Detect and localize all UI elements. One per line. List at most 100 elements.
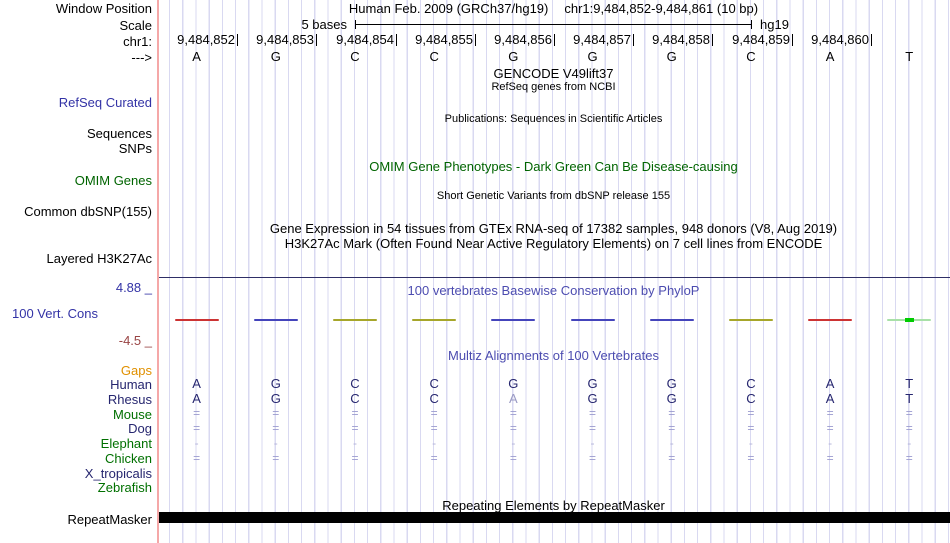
alignment-symbol: - [590,436,595,450]
alignment-symbol: - [511,436,516,450]
track-subtitle-refseq[interactable]: RefSeq genes from NCBI [491,81,616,93]
alignment-row-rhesus[interactable]: A G C C A G G C A T [157,392,949,406]
alignment-symbol: = [193,421,201,435]
conservation-wiggle[interactable] [474,318,553,323]
position-title: chr1:9,484,852-9,484,861 (10 bp) [564,1,759,16]
aligned-base: C [350,391,360,406]
alignment-symbol: - [194,436,199,450]
ruler-position: 9,484,854 [319,33,397,46]
alignment-label-x-tropicalis[interactable]: X_tropicalis [84,466,152,481]
strand-arrow: ---> [131,50,152,65]
conservation-wiggle[interactable] [791,318,870,323]
alignment-symbol: - [669,436,674,450]
alignment-label-elephant[interactable]: Elephant [100,436,152,451]
aligned-base-mismatch: A [509,391,518,406]
track-separator-line [157,277,950,278]
ruler-position: 9,484,856 [477,33,555,46]
track-label-snps[interactable]: SNPs [118,141,152,156]
alignment-symbol: = [747,451,755,465]
alignment-symbol: = [430,421,438,435]
track-title-gencode[interactable]: GENCODE V49lift37 [493,66,614,81]
alignment-symbol: = [351,421,359,435]
alignment-symbol: = [668,421,676,435]
alignment-symbol: = [826,406,834,420]
track-label-100-vert-cons[interactable]: 100 Vert. Cons [12,306,98,321]
alignment-label-gaps[interactable]: Gaps [120,363,152,378]
track-title-omim[interactable]: OMIM Gene Phenotypes - Dark Green Can Be… [369,159,738,174]
alignment-symbol: = [905,406,913,420]
reference-base-row: A G C C G G G C A T [157,50,949,64]
alignment-row-dog[interactable]: = = = = = = = = = = [157,421,949,435]
alignment-symbol: = [509,451,517,465]
base-letter: A [825,49,835,64]
conservation-wiggle[interactable] [395,318,474,323]
label-window-position: Window Position [55,1,152,16]
track-label-layered-h3k27ac[interactable]: Layered H3K27Ac [46,251,152,266]
aligned-base: T [905,391,914,406]
conservation-wiggle[interactable] [632,318,711,323]
alignment-label-human[interactable]: Human [110,377,152,392]
track-title-gtex[interactable]: Gene Expression in 54 tissues from GTEx … [269,221,838,236]
base-letter: G [508,49,519,64]
aligned-base: A [825,391,835,406]
conservation-wiggle[interactable] [157,318,236,323]
alignment-symbol: = [668,406,676,420]
ruler-position: 9,484,859 [715,33,793,46]
alignment-symbol: = [272,421,280,435]
aligned-base: C [746,391,756,406]
track-label-omim-genes[interactable]: OMIM Genes [74,173,152,188]
alignment-symbol: = [509,406,517,420]
alignment-label-mouse[interactable]: Mouse [112,407,152,422]
alignment-symbol: = [351,406,359,420]
label-chromosome: chr1: [123,34,152,49]
assembly-short-label: hg19 [760,17,789,32]
conservation-wiggle[interactable] [315,318,394,323]
base-letter: A [192,49,201,64]
alignment-row-mouse[interactable]: = = = = = = = = = = [157,406,949,420]
scale-bar [355,24,752,25]
alignment-label-rhesus[interactable]: Rhesus [107,392,152,407]
track-title-repeatmasker[interactable]: Repeating Elements by RepeatMasker [442,498,665,513]
alignment-symbol: = [193,406,201,420]
track-label-refseq-curated[interactable]: RefSeq Curated [58,95,152,110]
conservation-wiggle[interactable] [870,318,949,323]
alignment-symbol: - [273,436,278,450]
track-title-phylop[interactable]: 100 vertebrates Basewise Conservation by… [407,283,700,298]
conservation-wiggle[interactable] [553,318,632,323]
conservation-wiggle-row[interactable] [157,318,949,323]
repeatmasker-bar[interactable] [157,512,950,523]
track-title-dbsnp[interactable]: Short Genetic Variants from dbSNP releas… [436,190,671,202]
track-display-area[interactable]: Human Feb. 2009 (GRCh37/hg19) chr1:9,484… [157,0,950,543]
alignment-symbol: - [432,436,437,450]
alignment-label-dog[interactable]: Dog [128,421,152,436]
ruler-position: 9,484,858 [635,33,713,46]
alignment-symbol: = [747,421,755,435]
track-title-publications[interactable]: Publications: Sequences in Scientific Ar… [444,113,663,125]
alignment-symbol: - [352,436,357,450]
view-left-edge-line [157,0,159,543]
aligned-base: C [429,376,439,391]
aligned-base: A [192,391,201,406]
conservation-wiggle[interactable] [236,318,315,323]
alignment-label-zebrafish[interactable]: Zebrafish [97,480,152,495]
track-label-sequences[interactable]: Sequences [86,126,152,141]
base-letter: C [350,49,360,64]
conservation-wiggle[interactable] [711,318,790,323]
alignment-symbol: = [668,451,676,465]
aligned-base: C [429,391,439,406]
track-label-common-dbsnp[interactable]: Common dbSNP(155) [24,204,152,219]
alignment-row-elephant[interactable]: - - - - - - - - - - [157,436,949,450]
alignment-symbol: - [828,436,833,450]
alignment-symbol: = [272,451,280,465]
track-title-h3k27ac[interactable]: H3K27Ac Mark (Often Found Near Active Re… [284,236,823,251]
alignment-label-chicken[interactable]: Chicken [105,451,152,466]
track-label-repeatmasker[interactable]: RepeatMasker [67,512,152,527]
track-title-multiz[interactable]: Multiz Alignments of 100 Vertebrates [447,348,659,363]
ruler-position: 9,484,855 [398,33,476,46]
scale-bar-right-tick [751,20,752,29]
alignment-row-chicken[interactable]: = = = = = = = = = = [157,451,949,465]
aligned-base: G [508,376,519,391]
alignment-row-human[interactable]: A G C C G G G C A T [157,377,949,391]
aligned-base: C [746,376,756,391]
